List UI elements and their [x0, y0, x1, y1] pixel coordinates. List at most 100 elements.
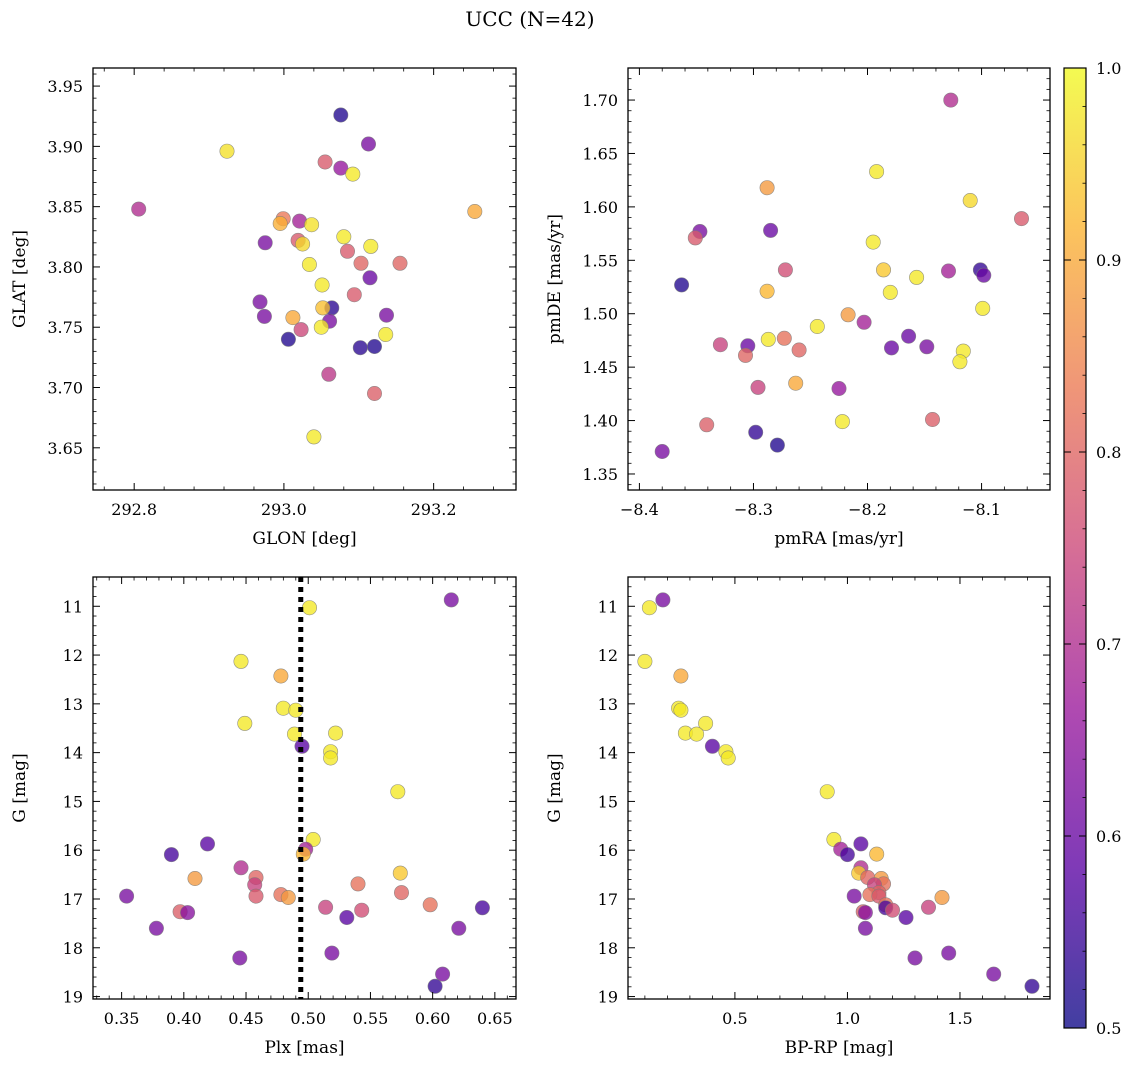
data-point [777, 262, 793, 278]
y-tick-label: 19 [63, 988, 83, 1007]
data-point [760, 331, 776, 347]
data-point [869, 164, 885, 180]
x-tick-label: 0.35 [104, 1009, 140, 1028]
data-point [750, 379, 766, 395]
y-tick-label: 15 [598, 792, 618, 811]
data-point [909, 269, 925, 285]
data-point [285, 310, 301, 326]
y-axis-label: GLAT [deg] [10, 230, 30, 328]
data-point [237, 715, 253, 731]
data-point [317, 154, 333, 170]
panel-1: 292.8 293.0 293.2 3.65 3.70 3.75 3.80 3.85 3.90 3… [10, 67, 517, 549]
y-tick-label: 3.95 [47, 77, 83, 96]
data-point [831, 380, 847, 396]
data-point [840, 307, 856, 323]
x-axis-label: GLON [deg] [252, 529, 356, 549]
data-point [689, 726, 705, 742]
data-point [875, 262, 891, 278]
data-point [346, 287, 362, 303]
colorbar: 0.5 0.6 0.7 0.8 0.9 1.0 [1063, 59, 1121, 1038]
data-point [314, 277, 330, 293]
data-point [232, 950, 248, 966]
data-point [776, 330, 792, 346]
data-point [324, 945, 340, 961]
data-point [898, 909, 914, 925]
y-tick-label: 3.70 [47, 379, 83, 398]
data-point [1024, 978, 1040, 994]
data-point [788, 375, 804, 391]
data-point [339, 909, 355, 925]
x-tick-label: 0.60 [415, 1009, 451, 1028]
data-point [759, 283, 775, 299]
data-point [339, 243, 355, 259]
data-point [163, 847, 179, 863]
x-tick-label: 293.0 [261, 500, 307, 519]
data-point [687, 230, 703, 246]
colorbar-tick-label: 1.0 [1096, 59, 1121, 78]
data-point [313, 319, 329, 335]
data-point [280, 889, 296, 905]
y-tick-label: 19 [598, 988, 618, 1007]
data-point [366, 385, 382, 401]
data-point [451, 920, 467, 936]
data-point [720, 750, 736, 766]
data-point [882, 284, 898, 300]
data-point [748, 424, 764, 440]
y-tick-label: 17 [63, 890, 83, 909]
data-point [943, 92, 959, 108]
colorbar-gradient [1064, 68, 1086, 1028]
data-point [295, 846, 311, 862]
colorbar-tick-label: 0.8 [1096, 443, 1121, 462]
data-point [435, 966, 451, 982]
y-tick-label: 1.35 [582, 465, 618, 484]
data-point [834, 414, 850, 430]
x-axis-label: BP-RP [mag] [785, 1038, 894, 1058]
axes-frame [92, 67, 517, 491]
y-axis-label: pmDE [mas/yr] [545, 214, 565, 344]
data-point [673, 702, 689, 718]
x-tick-label: −8.3 [734, 500, 773, 519]
y-tick-label: 1.60 [582, 198, 618, 217]
data-point [366, 338, 382, 354]
data-point [301, 600, 317, 616]
x-tick-label: 0.55 [353, 1009, 389, 1028]
data-point [352, 340, 368, 356]
data-point [1013, 211, 1029, 227]
data-point [763, 222, 779, 238]
y-tick-label: 18 [63, 939, 83, 958]
x-tick-label: 292.8 [111, 500, 157, 519]
y-tick-label: 1.70 [582, 91, 618, 110]
data-point [986, 966, 1002, 982]
y-axis-label: G [mag] [10, 753, 30, 822]
data-point [443, 592, 459, 608]
data-point [839, 847, 855, 863]
data-point [275, 700, 291, 716]
data-point [345, 166, 361, 182]
panel-4: 0.5 1.0 1.5 11 12 13 14 15 16 17 18 19 BP-RP [mag] G … [545, 576, 1051, 1058]
data-point [884, 902, 900, 918]
data-point [286, 726, 302, 742]
x-tick-label: 0.65 [477, 1009, 513, 1028]
data-point [353, 255, 369, 271]
data-point [901, 328, 917, 344]
data-point [940, 263, 956, 279]
data-point [257, 235, 273, 251]
data-point [233, 860, 249, 876]
y-tick-label: 17 [598, 890, 618, 909]
panel-3: 0.35 0.40 0.45 0.50 0.55 0.60 0.65 11 12 13 14 15 16… [10, 576, 517, 1058]
x-tick-label: 293.2 [411, 500, 457, 519]
x-tick-label: 1.0 [835, 1009, 860, 1028]
data-point [427, 978, 443, 994]
data-point [919, 339, 935, 355]
data-point [333, 160, 349, 176]
colorbar-tick-label: 0.6 [1096, 827, 1121, 846]
figure-title: UCC (N=42) [465, 7, 594, 31]
data-point [378, 307, 394, 323]
data-point [699, 417, 715, 433]
y-tick-label: 3.85 [47, 198, 83, 217]
y-tick-label: 16 [63, 841, 83, 860]
data-point [865, 234, 881, 250]
data-point [363, 238, 379, 254]
data-point [641, 600, 657, 616]
data-point [857, 905, 873, 921]
